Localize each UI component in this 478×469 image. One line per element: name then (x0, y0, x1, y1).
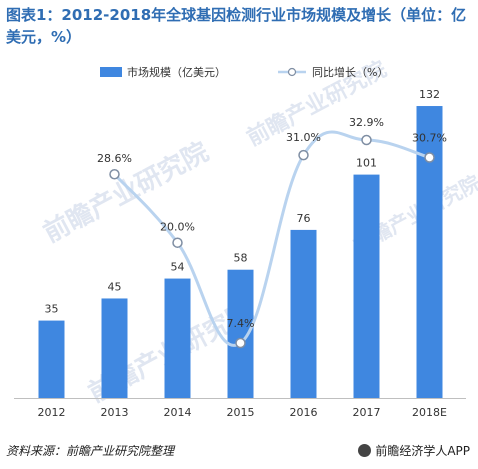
legend-swatch-bar (100, 67, 122, 77)
growth-point (172, 237, 183, 248)
x-tick-label: 2014 (164, 406, 192, 419)
legend: 市场规模（亿美元） 同比增长（%） (100, 65, 388, 79)
legend-marker-line (287, 67, 297, 77)
brand-name: 前瞻经济学人APP (375, 444, 470, 458)
brand-logo-icon (358, 444, 372, 457)
growth-point (235, 337, 246, 349)
bar-value-label: 54 (171, 261, 185, 274)
bar-value-label: 76 (297, 212, 311, 225)
growth-point (109, 168, 120, 180)
growth-value-label: 20.0% (160, 221, 195, 234)
brand-credit: 前瞻经济学人APP (358, 442, 470, 459)
bar-value-label: 45 (108, 280, 122, 293)
growth-value-label: 32.9% (349, 116, 384, 129)
x-tick-label: 2017 (353, 406, 381, 419)
x-tick-label: 2013 (101, 406, 129, 419)
growth-value-label: 7.4% (227, 317, 255, 330)
legend-label-bar: 市场规模（亿美元） (127, 65, 226, 79)
chart-title: 图表1：2012-2018年全球基因检测行业市场规模及增长（单位：亿美元，%） (6, 6, 467, 46)
growth-value-label: 31.0% (286, 131, 321, 144)
x-tick-label: 2012 (38, 406, 66, 419)
growth-value-label: 30.7% (412, 132, 447, 145)
bar (416, 106, 443, 398)
bar-value-label: 35 (45, 303, 59, 316)
source-note: 资料来源：前瞻产业研究院整理 (6, 444, 175, 458)
bar-series: 35 45 54 58 76 101 132 (38, 88, 443, 398)
bar (164, 278, 191, 398)
x-axis: 2012 2013 2014 2015 2016 2017 2018E (14, 398, 466, 419)
bar-value-label: 58 (234, 252, 248, 265)
bar (101, 298, 128, 398)
x-tick-label: 2015 (227, 406, 255, 419)
growth-line-series: 28.6% 20.0% 7.4% 31.0% 32.9% 30.7% (97, 116, 447, 349)
growth-point (424, 152, 435, 163)
bar-value-label: 132 (419, 88, 440, 101)
bar (353, 174, 380, 398)
growth-point (298, 149, 309, 161)
bar-value-label: 101 (356, 157, 377, 170)
x-tick-label: 2018E (412, 406, 447, 419)
growth-point (361, 134, 372, 146)
x-tick-label: 2016 (290, 406, 318, 419)
legend-label-line: 同比增长（%） (312, 65, 388, 79)
growth-value-label: 28.6% (97, 152, 132, 165)
bar (38, 320, 65, 398)
bar (290, 229, 317, 398)
